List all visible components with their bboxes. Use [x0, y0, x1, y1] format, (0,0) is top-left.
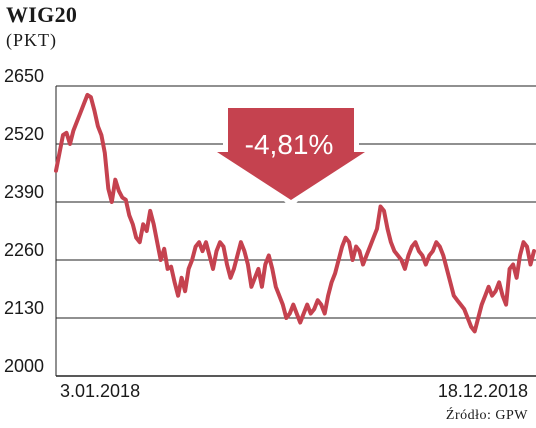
chart-title: WIG20: [6, 2, 78, 27]
chart-subtitle: (PKT): [6, 30, 57, 50]
y-tick-label-2650: 2650: [4, 66, 44, 86]
down-arrow-fill: [217, 108, 365, 200]
y-tick-label-2390: 2390: [4, 182, 44, 202]
y-tick-label-2260: 2260: [4, 240, 44, 260]
y-tick-label-2520: 2520: [4, 124, 44, 144]
grid-layer: [55, 85, 536, 377]
y-tick-label-2130: 2130: [4, 298, 44, 318]
change-percent-label: -4,81%: [245, 129, 334, 160]
x-tick-label-end: 18.12.2018: [438, 381, 528, 401]
y-tick-labels: 2000 2130 2260 2390 2520 2650: [4, 66, 44, 376]
series-layer: [54, 92, 536, 334]
y-tick-label-2000: 2000: [4, 356, 44, 376]
series-line-0: [54, 92, 536, 334]
source-note: Źródło: GPW: [445, 408, 528, 423]
annotation: -4,81%: [212, 103, 370, 205]
x-tick-label-start: 3.01.2018: [60, 381, 140, 401]
x-tick-labels: 3.01.2018 18.12.2018: [60, 381, 528, 401]
